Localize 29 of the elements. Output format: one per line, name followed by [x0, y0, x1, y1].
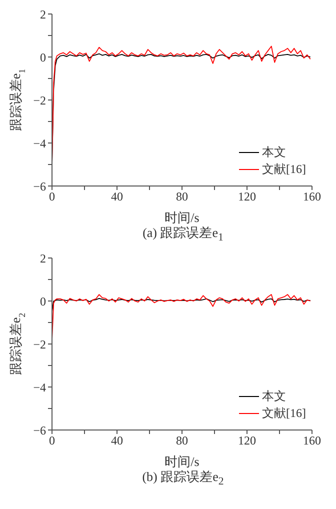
- y-tick-label: −4: [33, 136, 46, 150]
- x-tick-label: 40: [111, 190, 123, 204]
- x-axis-title: 时间/s: [164, 454, 200, 469]
- text: (b) 跟踪误差e$_{2}$: [141, 468, 225, 488]
- x-tick-label: 160: [303, 190, 321, 204]
- x-tick-label: 160: [303, 433, 321, 448]
- x-tick-label: 0: [49, 190, 55, 204]
- x-tick-label: 80: [176, 433, 188, 448]
- y-tick-label: 0: [40, 294, 46, 308]
- y-tick-label: −2: [33, 336, 46, 351]
- x-tick-label: 40: [111, 433, 123, 448]
- y-tick-label: −4: [33, 380, 46, 394]
- x-tick-label: 120: [238, 433, 256, 448]
- y-tick-label: −6: [33, 422, 46, 437]
- y-tick-label: 0: [40, 50, 46, 64]
- legend-label: 本文: [262, 388, 286, 405]
- legend-label: 文献[16]: [262, 161, 306, 178]
- y-tick-label: 2: [40, 7, 46, 22]
- x-tick-label: 80: [176, 190, 188, 204]
- x-tick-label: 120: [238, 190, 256, 204]
- x-tick-label: 0: [49, 433, 55, 448]
- line-series: [52, 298, 311, 312]
- y-tick-label: −6: [33, 179, 46, 194]
- y-tick-label: −2: [33, 93, 46, 108]
- text: (a) 跟踪误差e$_{1}$: [142, 224, 224, 244]
- y-tick-label: 2: [40, 250, 46, 265]
- x-axis-title: 时间/s: [164, 210, 200, 225]
- legend-label: 文献[16]: [262, 404, 306, 422]
- legend-label: 本文: [262, 144, 286, 161]
